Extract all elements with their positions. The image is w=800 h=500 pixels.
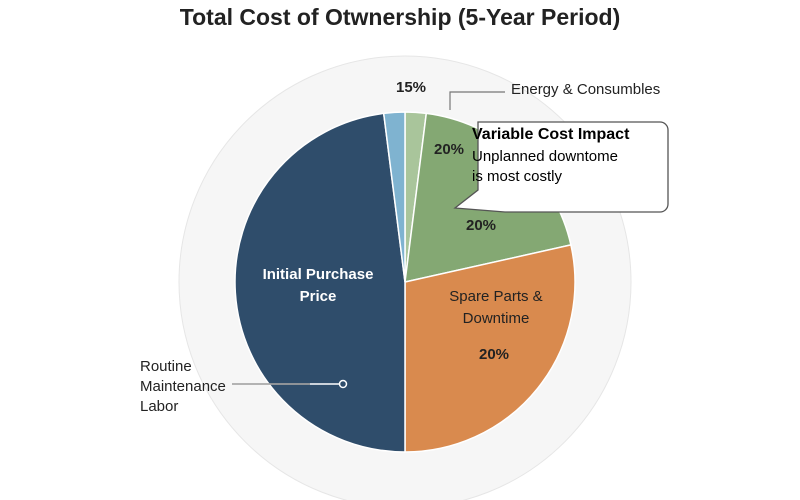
pie-slice — [404, 244, 576, 453]
value-label: 20% — [433, 141, 465, 158]
chart-title: Total Cost of Otwnership (5-Year Period) — [179, 4, 621, 30]
leader-dot — [338, 379, 348, 389]
slice-label: Spare Parts & Downtime — [449, 288, 543, 327]
callout: Variable Cost Impact Unplanned downtome … — [472, 124, 662, 187]
leader-line — [449, 91, 505, 110]
callout-title: Variable Cost Impact — [472, 126, 630, 143]
slice-label: Initial Purchase Price — [262, 266, 374, 305]
value-label: 20% — [478, 346, 510, 363]
callout-box — [453, 121, 669, 213]
pie-slice — [382, 111, 406, 283]
annotation: Routine Maintenance Labor — [140, 358, 226, 415]
pie-slice — [234, 112, 406, 453]
callout-text: is most costly — [472, 168, 563, 185]
callout-text: Unplanned downtome — [472, 148, 618, 165]
annotation: 20% — [465, 217, 497, 234]
slice-label: Energy & Consumbles — [511, 81, 661, 98]
value-label: 15% — [395, 79, 427, 96]
